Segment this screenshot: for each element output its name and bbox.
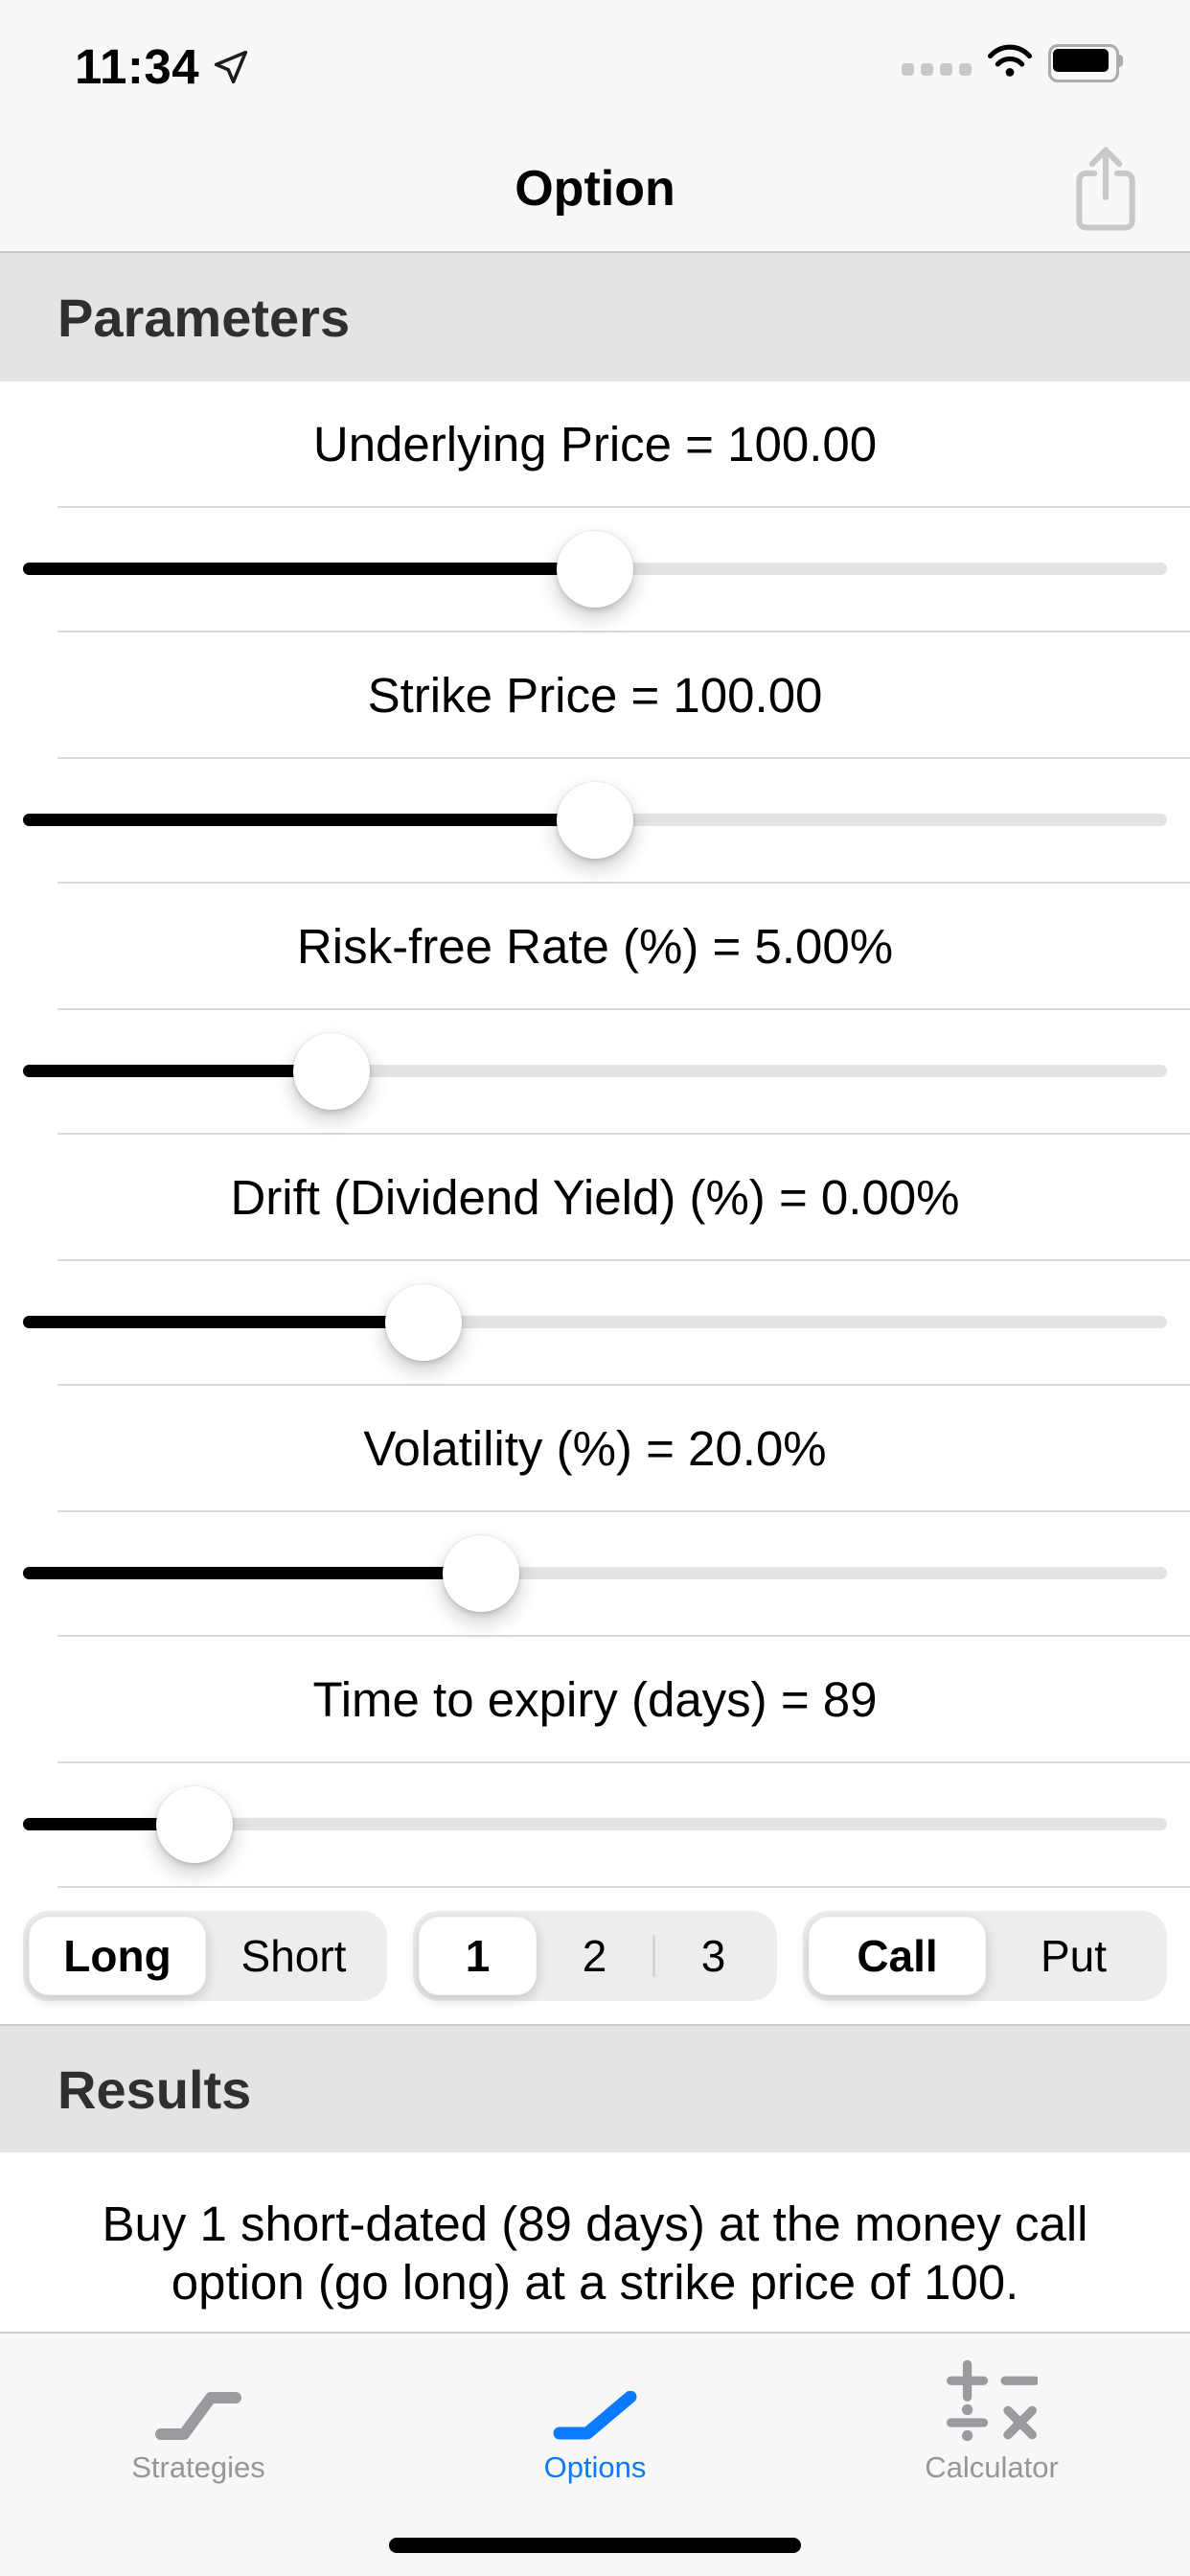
tab-label-strategies: Strategies xyxy=(131,2450,265,2484)
parameter-row: Drift (Dividend Yield) (%) = 0.00% xyxy=(0,1135,1190,1386)
parameter-slider[interactable] xyxy=(0,1512,1190,1635)
tab-bar: Strategies Options Calculat xyxy=(0,2332,1190,2576)
slider-fill xyxy=(23,1316,423,1328)
segmented-controls-row: Long Short 1 2 3 Call Put xyxy=(0,1888,1190,2024)
parameter-label: Drift (Dividend Yield) (%) = 0.00% xyxy=(0,1135,1190,1259)
results-line: Buy 1 short-dated (89 days) at the money… xyxy=(102,2196,1088,2251)
parameter-slider[interactable] xyxy=(0,1010,1190,1133)
cellular-signal-icon xyxy=(902,62,972,76)
slider-fill xyxy=(23,1065,332,1077)
slider-track[interactable] xyxy=(23,1032,1167,1110)
slider-track[interactable] xyxy=(23,1283,1167,1361)
separator xyxy=(57,1886,1190,1888)
segment-call[interactable]: Call xyxy=(809,1917,986,1995)
tab-strategies[interactable]: Strategies xyxy=(0,2334,397,2576)
battery-icon xyxy=(1048,44,1127,82)
segment-divider xyxy=(652,1935,655,1977)
status-time: 11:34 xyxy=(75,39,200,94)
segment-long[interactable]: Long xyxy=(29,1917,206,1995)
slider-thumb[interactable] xyxy=(557,781,633,859)
parameter-label: Strike Price = 100.00 xyxy=(0,632,1190,757)
segmented-control-direction: Long Short xyxy=(23,1911,387,2001)
parameter-row: Underlying Price = 100.00 xyxy=(0,381,1190,632)
separator xyxy=(57,1635,1190,1637)
parameter-label: Time to expiry (days) = 89 xyxy=(0,1637,1190,1761)
parameter-label: Underlying Price = 100.00 xyxy=(0,381,1190,506)
separator xyxy=(57,882,1190,884)
parameter-row: Time to expiry (days) = 89 xyxy=(0,1637,1190,1888)
results-section-title: Results xyxy=(57,2058,252,2120)
page-title: Option xyxy=(515,161,675,217)
segment-short[interactable]: Short xyxy=(240,1931,347,1981)
slider-thumb[interactable] xyxy=(557,530,633,608)
tab-calculator[interactable]: Calculator xyxy=(793,2334,1190,2576)
tab-label-calculator: Calculator xyxy=(925,2450,1059,2484)
parameters-section-header: Parameters xyxy=(0,251,1190,381)
slider-fill xyxy=(23,563,595,575)
segment-1[interactable]: 1 xyxy=(419,1917,537,1995)
strategy-payoff-icon xyxy=(155,2392,241,2440)
segment-2[interactable]: 2 xyxy=(582,1931,607,1981)
top-chrome: 11:34 Option xyxy=(0,0,1190,251)
slider-track[interactable] xyxy=(23,781,1167,859)
parameter-slider[interactable] xyxy=(0,759,1190,882)
separator xyxy=(57,1133,1190,1135)
results-text: Buy 1 short-dated (89 days) at the money… xyxy=(0,2152,1190,2332)
nav-bar: Option xyxy=(0,126,1190,251)
slider-thumb[interactable] xyxy=(384,1283,462,1361)
share-button[interactable] xyxy=(1060,140,1152,240)
segment-3[interactable]: 3 xyxy=(700,1931,726,1981)
separator xyxy=(57,631,1190,632)
slider-fill xyxy=(23,814,595,826)
parameter-row: Strike Price = 100.00 xyxy=(0,632,1190,884)
results-section-header: Results xyxy=(0,2024,1190,2152)
status-bar: 11:34 xyxy=(0,0,1190,126)
results-line: option (go long) at a strike price of 10… xyxy=(171,2255,1019,2310)
parameters-list: Underlying Price = 100.00 Strike Price =… xyxy=(0,381,1190,1888)
location-arrow-icon xyxy=(215,50,248,83)
segment-put[interactable]: Put xyxy=(1040,1931,1108,1981)
separator xyxy=(57,1510,1190,1512)
parameter-label: Risk-free Rate (%) = 5.00% xyxy=(0,884,1190,1008)
tab-options[interactable]: Options xyxy=(397,2334,793,2576)
share-icon xyxy=(1076,147,1135,231)
segmented-control-option-type: Call Put xyxy=(803,1911,1167,2001)
separator xyxy=(57,757,1190,759)
wifi-icon xyxy=(987,44,1033,77)
parameter-label: Volatility (%) = 20.0% xyxy=(0,1386,1190,1510)
slider-fill xyxy=(23,1818,195,1830)
parameter-slider[interactable] xyxy=(0,1763,1190,1886)
slider-thumb[interactable] xyxy=(293,1032,371,1110)
option-payoff-icon xyxy=(553,2391,637,2440)
parameter-row: Risk-free Rate (%) = 5.00% xyxy=(0,884,1190,1135)
slider-track[interactable] xyxy=(23,530,1167,608)
separator xyxy=(57,1008,1190,1010)
slider-thumb[interactable] xyxy=(156,1785,234,1863)
separator xyxy=(57,1259,1190,1261)
separator xyxy=(57,1761,1190,1763)
parameter-row: Volatility (%) = 20.0% xyxy=(0,1386,1190,1637)
slider-thumb[interactable] xyxy=(442,1534,519,1612)
separator xyxy=(57,506,1190,508)
parameters-section-title: Parameters xyxy=(57,287,351,348)
slider-track[interactable] xyxy=(23,1534,1167,1612)
tab-label-options: Options xyxy=(543,2450,647,2484)
slider-track[interactable] xyxy=(23,1785,1167,1863)
slider-fill xyxy=(23,1567,481,1579)
separator xyxy=(57,1384,1190,1386)
parameter-slider[interactable] xyxy=(0,1261,1190,1384)
calculator-icon xyxy=(946,2359,1038,2441)
parameter-slider[interactable] xyxy=(0,508,1190,631)
home-indicator[interactable] xyxy=(389,2538,801,2553)
